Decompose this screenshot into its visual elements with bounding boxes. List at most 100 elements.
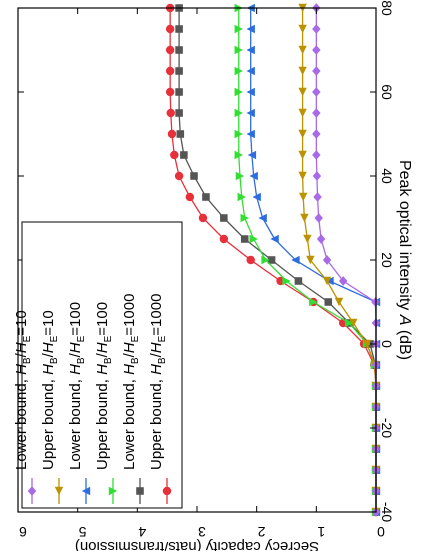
data-point [202,193,210,201]
y-tick-label: 6 [19,524,27,540]
data-point [312,66,321,76]
data-point [234,87,243,97]
data-point [246,45,255,55]
data-point [344,318,354,328]
x-tick-label: 40 [379,168,395,184]
legend-item-5: Upper bound, HB/HE=10 [40,310,64,504]
data-point [246,87,255,97]
data-point [234,45,243,55]
legend-label: Lower bound, HB/HE=1000 [121,294,141,470]
series-line [178,8,377,512]
data-point [294,277,303,285]
x-tick-label: 60 [379,84,395,100]
data-point [299,192,308,202]
y-tick-label: 2 [258,524,266,540]
data-point [234,150,243,160]
data-point [338,276,348,286]
x-tick-label: -40 [379,502,395,522]
legend-marker [27,486,37,496]
y-tick-label: 5 [79,524,87,540]
legend-marker [54,486,64,496]
data-point [312,129,321,139]
data-point [316,234,326,244]
data-point [258,213,267,223]
data-point [246,129,255,139]
legend-marker [162,486,172,496]
y-tick-label: 0 [377,524,385,540]
data-point [198,213,208,223]
data-point [235,171,245,181]
data-point [249,234,258,244]
y-tick-label: 4 [138,524,146,540]
data-point [312,171,322,181]
data-point [175,88,183,96]
data-point [220,214,228,222]
data-point [314,213,323,223]
data-point [270,234,279,244]
series-3 [234,3,381,517]
data-point [246,66,255,76]
data-point [237,192,246,202]
data-point [349,318,358,328]
legend-label: Lower bound, HB/HE=10 [13,310,33,470]
legend-item-6: Lower bound, HB/HE=10 [13,310,37,504]
data-point [180,151,188,159]
data-point [312,108,321,118]
legend-item-3: Upper bound, HB/HE=100 [94,302,118,504]
data-point [166,108,175,118]
y-tick-label: 3 [198,524,206,540]
y-axis-label: Secrecy capacity (nats/transmission) [75,538,319,551]
data-point [298,24,307,34]
series-6 [312,3,381,517]
data-point [175,67,183,75]
data-point [312,24,321,34]
data-point [246,24,255,34]
data-point [303,234,312,244]
data-point [298,66,307,76]
data-point [165,66,175,76]
legend-box [21,221,183,509]
data-point [190,172,198,180]
data-point [312,45,321,55]
legend-label: Upper bound, HB/HE=100 [94,302,114,470]
series-line [301,8,377,512]
data-point [298,171,307,181]
data-point [234,66,243,76]
data-point [246,108,255,118]
series-line [238,8,377,512]
data-point [298,108,307,118]
data-point [240,213,249,223]
axes-layer: 0 1 2 3 4 5 6 Secrecy capacity (nats/transmissi… [17,0,413,551]
data-point [165,24,175,34]
data-point [246,255,255,265]
plot-layer [165,3,381,517]
legend-label: Upper bound, HB/HE=1000 [148,294,168,470]
legend-marker [108,486,118,496]
data-point [234,24,243,34]
data-point [175,46,183,54]
data-point [175,25,183,33]
legend-item-4: Lower bound, HB/HE=100 [67,302,91,504]
legend-item-2: Lower bound, HB/HE=1000 [121,294,144,504]
data-point [309,297,318,307]
data-point [282,276,291,286]
legend-marker [136,487,144,495]
data-point [175,109,183,117]
data-point [298,129,307,139]
data-point [306,255,315,265]
x-tick-label: 20 [379,252,395,268]
data-point [362,339,372,349]
legend-label: Upper bound, HB/HE=10 [40,310,60,470]
data-point [298,45,307,55]
data-point [174,171,184,181]
data-point [312,150,321,160]
legend-item-1: Upper bound, HB/HE=1000 [148,294,172,504]
legend-marker [81,486,91,496]
data-point [167,129,177,139]
data-point [261,255,270,265]
data-point [234,129,243,139]
data-point [322,276,332,286]
data-point [185,192,195,202]
data-point [170,150,179,160]
